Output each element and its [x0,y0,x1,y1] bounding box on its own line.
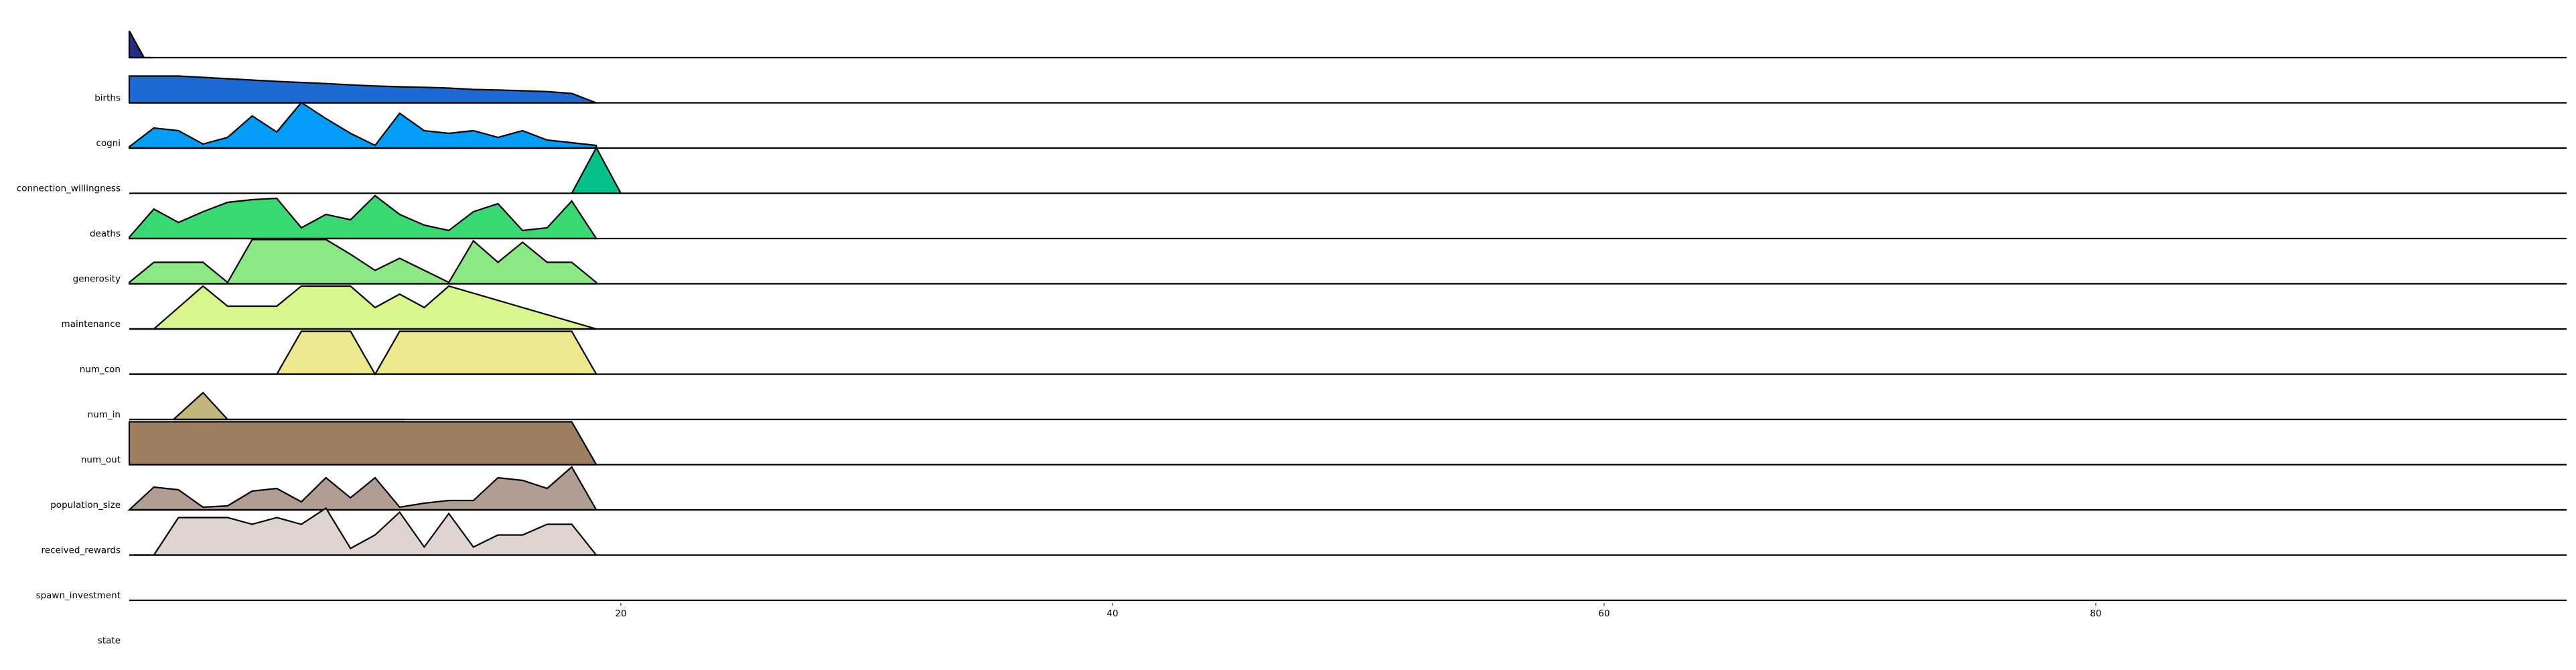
ridge-births [128,30,154,59]
ridge-connection_willingness [128,101,597,149]
row-label-spawn_investment: spawn_investment [36,590,121,601]
ridge-generosity [128,194,598,240]
row-label-births: births [94,93,121,104]
ridge-num_con [129,285,597,330]
x-axis: 20 40 60 80 [615,603,2102,619]
series-population_size [128,421,2567,466]
row-label-num_con: num_con [80,364,121,375]
ridge-maintenance [128,239,597,285]
x-tick-label-40: 40 [1106,608,1118,619]
series-maintenance [128,239,2567,285]
series-connection_willingness [128,101,2567,149]
ridge-num_out [173,391,405,421]
ridge-num_in [129,330,598,376]
row-label-connection_willingness: connection_willingness [17,184,121,194]
ridge-deaths [570,146,622,194]
row-label-deaths: deaths [90,228,121,239]
ridge-received_rewards [127,466,598,511]
series-cogni [128,75,2567,104]
row-label-num_in: num_in [88,409,121,420]
x-tick-label-80: 80 [2090,608,2101,619]
series-deaths [129,146,2567,194]
series-births [128,30,2567,59]
x-tick-label-60: 60 [1598,608,1609,619]
x-tick-label-20: 20 [615,608,626,619]
ridge-population_size [128,421,598,466]
row-label-received_rewards: received_rewards [42,545,121,556]
ridge-cogni [128,75,597,104]
ridges-layer [127,30,2567,602]
series-generosity [128,194,2567,240]
series-received_rewards [127,466,2567,511]
series-spawn_investment [129,507,2567,556]
row-label-generosity: generosity [73,274,121,285]
row-label-state: state [98,636,121,647]
series-num_con [129,285,2567,330]
row-label-maintenance: maintenance [62,319,121,330]
row-label-cogni: cogni [96,138,121,149]
series-num_in [129,330,2567,376]
series-num_out [129,391,2567,421]
row-label-num_out: num_out [81,455,121,466]
ridge-spawn_investment [129,507,598,556]
row-label-population_size: population_size [50,500,121,511]
